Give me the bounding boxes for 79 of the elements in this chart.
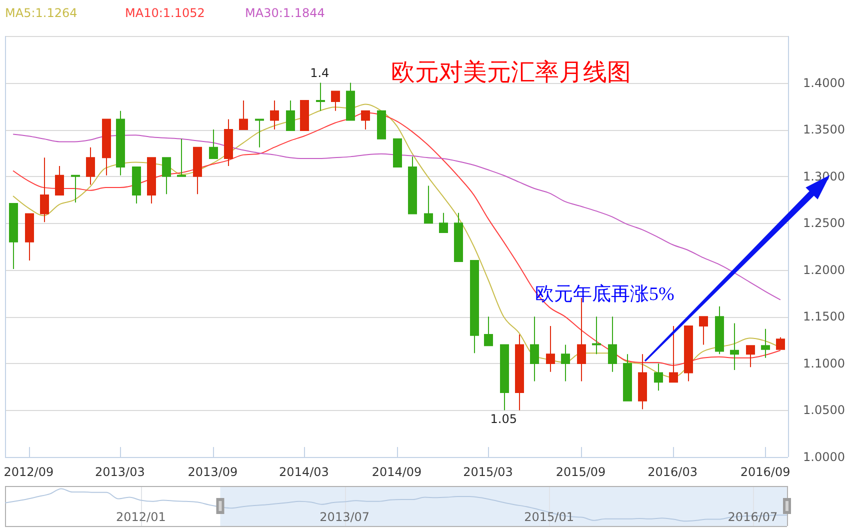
candlestick — [470, 260, 479, 354]
x-tick-label: 2013/09 — [188, 465, 238, 479]
candlestick — [209, 129, 218, 160]
y-tick-label: 1.2500 — [803, 216, 845, 230]
candlestick — [162, 157, 171, 195]
annotation: 1.05 — [490, 412, 517, 426]
candlestick — [454, 212, 463, 262]
candlestick — [331, 90, 340, 112]
candlestick — [393, 138, 402, 168]
candlestick — [40, 157, 49, 223]
text: MA30:1.1844 — [245, 6, 325, 20]
candlestick — [270, 100, 279, 130]
annotation: 欧元年底再涨5% — [535, 283, 674, 305]
candlestick — [361, 110, 370, 130]
x-tick-label: 2014/03 — [279, 465, 329, 479]
y-tick-label: 1.0500 — [803, 403, 845, 418]
candlestick — [515, 334, 524, 411]
candlestick — [730, 322, 739, 370]
candlestick — [286, 100, 295, 131]
x-tick-label: 2013/07 — [320, 510, 370, 524]
x-tick-label: 2013/03 — [95, 465, 145, 479]
candlestick — [638, 354, 647, 410]
candlestick — [102, 118, 111, 176]
candlestick — [530, 316, 539, 382]
candlestick — [684, 326, 693, 382]
candlestick — [408, 156, 417, 214]
candlestick — [561, 344, 570, 382]
candlestick — [669, 326, 678, 383]
candlestick — [746, 345, 755, 368]
candlestick — [346, 82, 355, 121]
candlestick — [608, 316, 617, 372]
candlestick — [300, 100, 309, 131]
candlestick — [147, 157, 156, 204]
y-tick-label: 1.0000 — [803, 450, 845, 464]
candlestick — [654, 362, 663, 392]
x-tick-label: 2016/07 — [728, 510, 778, 524]
candlestick — [546, 326, 555, 372]
candlestick — [316, 82, 325, 112]
candlestick — [623, 354, 632, 402]
candlestick — [592, 316, 601, 355]
candlestick — [239, 100, 248, 130]
candlestick — [177, 138, 186, 177]
candlestick — [715, 306, 724, 355]
candlestick — [424, 185, 433, 224]
candlestick — [132, 166, 141, 204]
x-tick-label: 2014/09 — [372, 465, 422, 479]
candlestick — [55, 166, 64, 196]
candlestick — [377, 110, 386, 140]
y-tick-label: 1.4000 — [803, 76, 845, 90]
y-tick-label: 1.2000 — [803, 262, 845, 277]
candlestick — [484, 316, 493, 346]
candlestick — [193, 146, 202, 195]
y-tick-label: 1.1000 — [803, 356, 845, 370]
x-tick-label: 2015/09 — [556, 465, 606, 479]
candlestick — [255, 118, 264, 148]
candlestick — [9, 202, 18, 270]
annotation: 1.4 — [310, 66, 330, 80]
x-tick-label: 2015/03 — [463, 465, 513, 479]
candlestick — [86, 146, 95, 186]
candlestick — [761, 328, 770, 358]
candlestick — [25, 213, 34, 262]
x-tick-label: 2016/03 — [648, 465, 698, 479]
line-series — [12, 134, 781, 300]
candlestick — [116, 110, 125, 176]
candlestick — [776, 336, 785, 350]
text: MA10:1.1052 — [125, 6, 205, 20]
candlestick — [71, 174, 80, 204]
x-tick-label: 2012/01 — [116, 510, 166, 524]
x-tick-label: 2012/09 — [4, 465, 54, 479]
x-tick-label: 2016/09 — [740, 465, 790, 479]
candlestick — [699, 316, 708, 346]
y-tick-label: 1.1500 — [803, 310, 845, 324]
text: MA5:1.1264 — [5, 6, 78, 20]
candlestick — [224, 118, 233, 167]
x-tick-label: 2015/01 — [524, 510, 574, 524]
y-tick-label: 1.3500 — [803, 122, 845, 137]
candlestick — [439, 212, 448, 233]
candlestick — [500, 344, 509, 411]
text: 欧元对美元汇率月线图 — [391, 59, 631, 86]
